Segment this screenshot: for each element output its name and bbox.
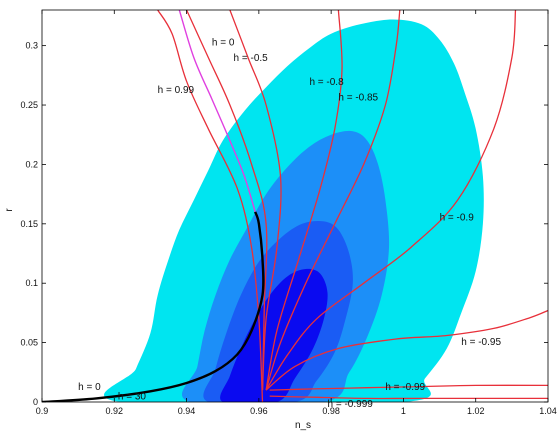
y-tick-label: 0.05 — [20, 338, 38, 348]
x-tick-label: 0.9 — [36, 406, 49, 416]
red-curve — [265, 10, 343, 391]
red-curve — [269, 395, 548, 400]
x-tick-label: 1.04 — [539, 406, 557, 416]
curve-label: h = -0.9 — [440, 212, 475, 223]
x-tick-label: 0.92 — [106, 406, 124, 416]
red-curve — [269, 384, 548, 391]
black-curve — [42, 211, 265, 402]
red-curve — [229, 10, 282, 391]
y-tick-label: 0.3 — [25, 41, 38, 51]
plot-clip-group — [42, 10, 548, 402]
curve-label: h = -0.95 — [461, 337, 501, 348]
plot-frame — [41, 9, 549, 403]
curve-label: h = 30 — [118, 392, 147, 403]
red-curve — [265, 10, 517, 391]
curve-label: h = 0 — [78, 382, 101, 393]
x-axis-label: n_s — [295, 420, 311, 431]
curve-label: h = -0.85 — [338, 92, 378, 103]
y-tick-label: 0 — [33, 397, 38, 407]
plot-area: h = 0 h = -0.5 h = 0.99 h = -0.8 h = -0.85 h … — [4, 9, 557, 431]
curve-label: h = 0.99 — [158, 85, 195, 96]
confidence-region-core — [220, 268, 328, 402]
y-tick-label: 0.1 — [25, 278, 38, 288]
y-tick-label: 0.25 — [20, 100, 38, 110]
x-tick-label: 1 — [401, 406, 406, 416]
red-curve — [186, 10, 268, 391]
y-tick-label: 0.15 — [20, 219, 38, 229]
curve-label: h = -0.8 — [309, 77, 344, 88]
x-tick-label: 0.96 — [250, 406, 268, 416]
red-curve — [157, 10, 264, 402]
y-tick-label: 0.2 — [25, 159, 38, 169]
curve-label: h = 0 — [212, 38, 235, 49]
curve-label: h = -0.999 — [328, 399, 374, 410]
magenta-curve — [178, 10, 256, 213]
curve-label: h = -0.99 — [385, 382, 425, 393]
x-tick-label: 1.02 — [467, 406, 485, 416]
red-curve — [265, 309, 548, 391]
x-tick-label: 0.98 — [322, 406, 340, 416]
red-curve — [265, 10, 401, 391]
y-axis-label: r — [4, 208, 15, 212]
curve-label: h = -0.5 — [234, 53, 269, 64]
x-tick-label: 0.94 — [178, 406, 196, 416]
